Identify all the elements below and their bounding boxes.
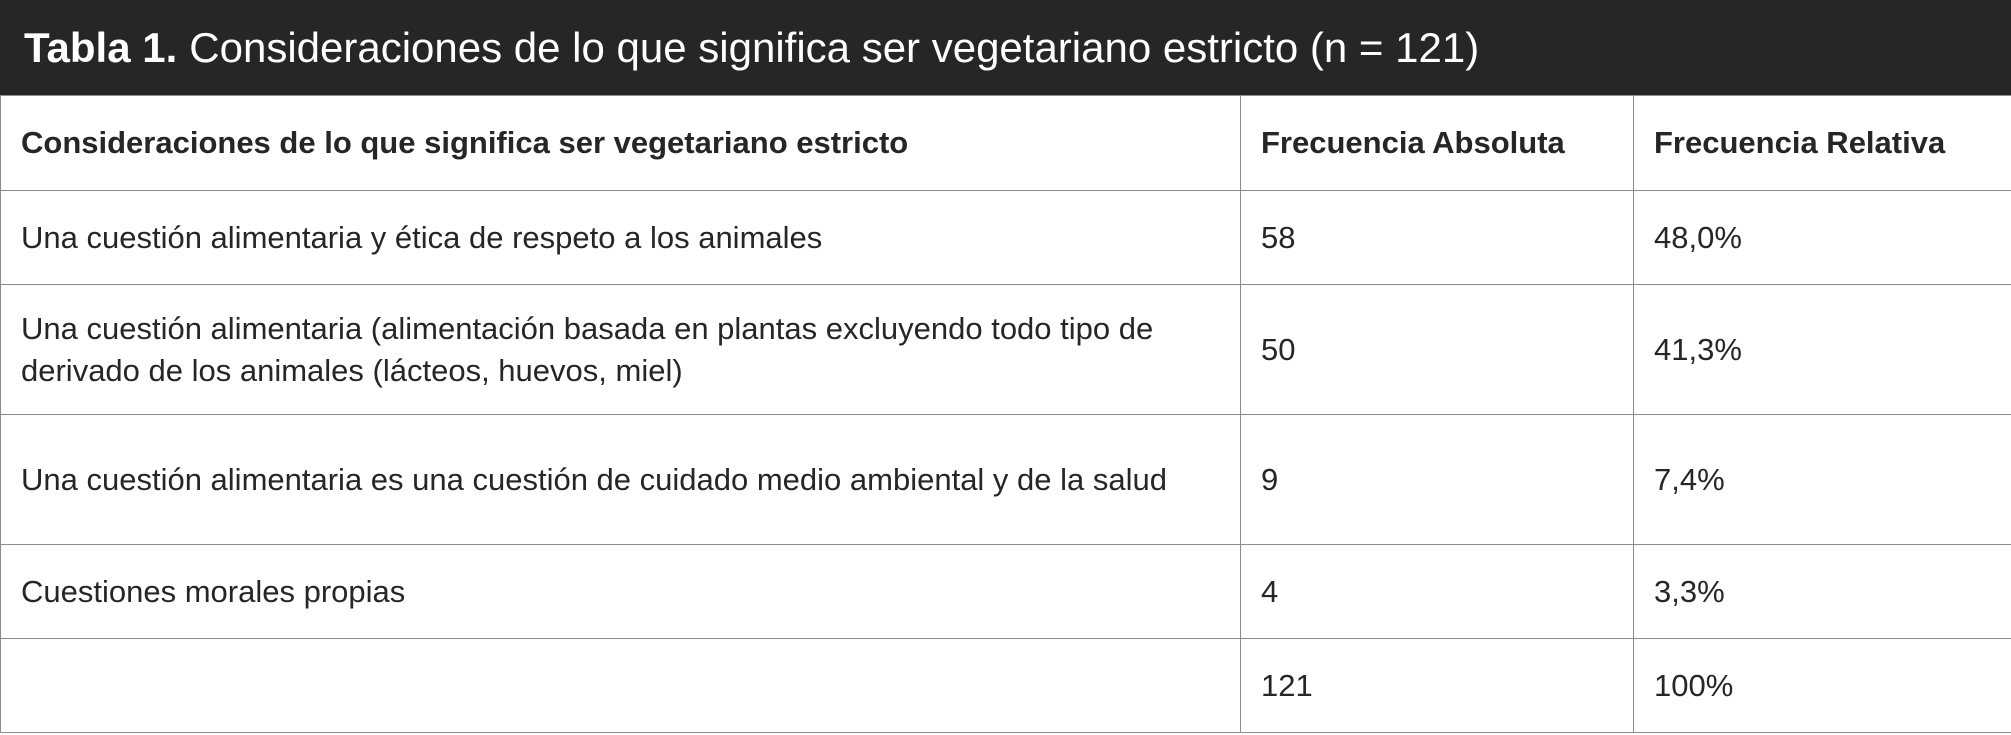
- cell-frecuencia-absoluta: 50: [1240, 284, 1634, 415]
- table-row: Una cuestión alimentaria y ética de resp…: [0, 190, 2011, 285]
- cell-frecuencia-relativa: 3,3%: [1633, 544, 2011, 639]
- column-header-frecuencia-absoluta: Frecuencia Absoluta: [1240, 95, 1634, 191]
- cell-consideracion: Cuestiones morales propias: [0, 544, 1241, 639]
- cell-total-label: [0, 638, 1241, 733]
- table-row: Cuestiones morales propias 4 3,3%: [0, 544, 2011, 639]
- cell-total-relativa: 100%: [1633, 638, 2011, 733]
- header-row: Consideraciones de lo que significa ser …: [0, 95, 2011, 191]
- cell-consideracion: Una cuestión alimentaria (alimentación b…: [0, 284, 1241, 415]
- cell-frecuencia-absoluta: 4: [1240, 544, 1634, 639]
- table-row: Una cuestión alimentaria (alimentación b…: [0, 284, 2011, 415]
- cell-consideracion: Una cuestión alimentaria es una cuestión…: [0, 414, 1241, 545]
- column-header-frecuencia-relativa: Frecuencia Relativa: [1633, 95, 2011, 191]
- table-title-bar: Tabla 1. Consideraciones de lo que signi…: [0, 0, 2011, 95]
- cell-consideracion: Una cuestión alimentaria y ética de resp…: [0, 190, 1241, 285]
- column-header-consideraciones: Consideraciones de lo que significa ser …: [0, 95, 1241, 191]
- data-table: Consideraciones de lo que significa ser …: [0, 95, 2011, 733]
- total-row: 121 100%: [0, 638, 2011, 733]
- cell-frecuencia-relativa: 48,0%: [1633, 190, 2011, 285]
- cell-frecuencia-relativa: 41,3%: [1633, 284, 2011, 415]
- table-label: Tabla 1.: [24, 23, 178, 71]
- cell-frecuencia-relativa: 7,4%: [1633, 414, 2011, 545]
- table-row: Una cuestión alimentaria es una cuestión…: [0, 414, 2011, 545]
- table-caption: Consideraciones de lo que significa ser …: [189, 23, 1480, 71]
- cell-frecuencia-absoluta: 58: [1240, 190, 1634, 285]
- cell-frecuencia-absoluta: 9: [1240, 414, 1634, 545]
- cell-total-absoluta: 121: [1240, 638, 1634, 733]
